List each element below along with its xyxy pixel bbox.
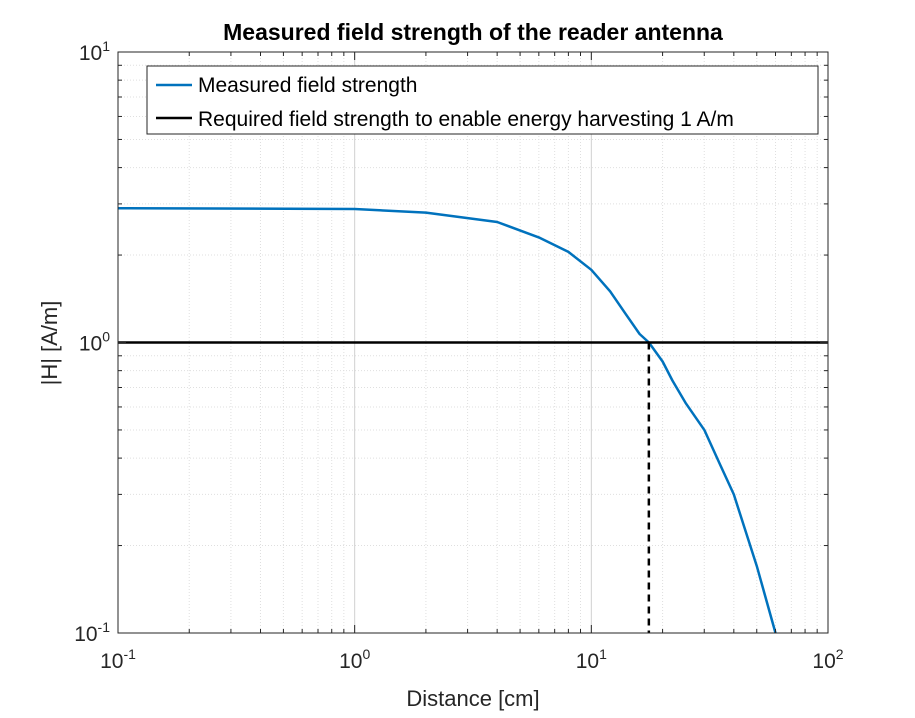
x-tick-label-exponent: 0 [362, 646, 370, 662]
y-tick-label-exponent: -1 [98, 619, 111, 635]
x-tick-label-exponent: 1 [599, 646, 607, 662]
x-tick-label: 100 [339, 646, 370, 673]
y-tick-label-base: 10 [79, 42, 102, 65]
x-tick-label-exponent: -1 [123, 646, 136, 662]
x-axis-label: Distance [cm] [406, 686, 539, 711]
y-tick-label-exponent: 1 [102, 38, 110, 54]
x-tick-label-base: 10 [576, 650, 599, 673]
x-tick-label: 10-1 [100, 646, 136, 673]
x-tick-label: 101 [576, 646, 607, 673]
x-tick-label: 102 [812, 646, 843, 673]
legend-label-required: Required field strength to enable energy… [198, 108, 734, 131]
y-axis-label: |H| [A/m] [37, 301, 62, 386]
x-tick-label-base: 10 [339, 650, 362, 673]
y-tick-label: 101 [79, 38, 110, 65]
y-tick-label: 10-1 [74, 619, 110, 646]
x-tick-labels: 10-1 100 101 102 [100, 646, 844, 673]
measured-field-strength-line [117, 206, 777, 634]
y-tick-label-exponent: 0 [102, 329, 110, 345]
legend-box [146, 65, 819, 135]
y-tick-label-base: 10 [74, 623, 97, 646]
tick-marks [117, 51, 829, 634]
legend-label-measured: Measured field strength [198, 74, 417, 97]
x-tick-label-base: 10 [100, 650, 123, 673]
x-tick-label-exponent: 2 [836, 646, 844, 662]
legend: Measured field strength Required field s… [146, 65, 819, 135]
chart-title: Measured field strength of the reader an… [223, 19, 723, 45]
y-tick-label-base: 10 [79, 333, 102, 356]
series-layer [117, 206, 828, 634]
x-tick-label-base: 10 [812, 650, 835, 673]
y-tick-label: 100 [79, 329, 110, 356]
